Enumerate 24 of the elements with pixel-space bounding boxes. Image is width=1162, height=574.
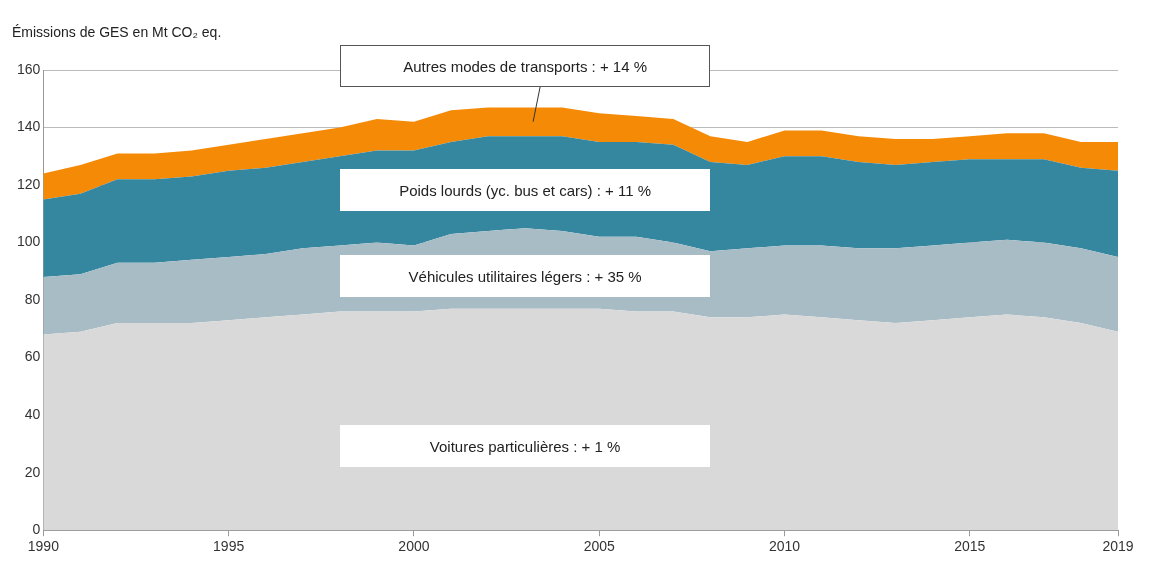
x-tick-label: 2000 [398, 538, 430, 555]
y-tick-label: 0 [32, 521, 41, 538]
y-tick-label: 120 [17, 175, 41, 192]
x-tick-label: 2005 [583, 538, 615, 555]
y-tick-label: 100 [17, 233, 41, 250]
y-axis-title: Émissions de GES en Mt CO₂ eq. [12, 23, 222, 40]
y-tick-label: 20 [24, 463, 41, 480]
x-tick-label: 1990 [27, 538, 60, 555]
label-box: Véhicules utilitaires légers : + 35 % [340, 255, 711, 298]
y-tick-label: 60 [24, 348, 41, 365]
x-tick-label: 2010 [768, 538, 801, 555]
y-tick-label: 140 [17, 118, 41, 135]
series-label: Poids lourds (yc. bus et cars) : + 11 % [399, 181, 652, 199]
y-tick-label: 160 [17, 60, 41, 77]
x-tick-label: 2019 [1102, 538, 1134, 555]
label-box: Autres modes de transports : + 14 % [340, 45, 711, 87]
x-tick-label: 1995 [213, 538, 245, 555]
series-label: Voitures particulières : + 1 % [429, 437, 621, 455]
x-tick-label: 2015 [954, 538, 986, 555]
y-tick-label: 80 [24, 290, 41, 307]
label-box: Poids lourds (yc. bus et cars) : + 11 % [340, 169, 711, 212]
label-box: Voitures particulières : + 1 % [340, 425, 711, 468]
y-tick-label: 40 [24, 406, 41, 423]
series-label: Véhicules utilitaires légers : + 35 % [408, 267, 642, 285]
